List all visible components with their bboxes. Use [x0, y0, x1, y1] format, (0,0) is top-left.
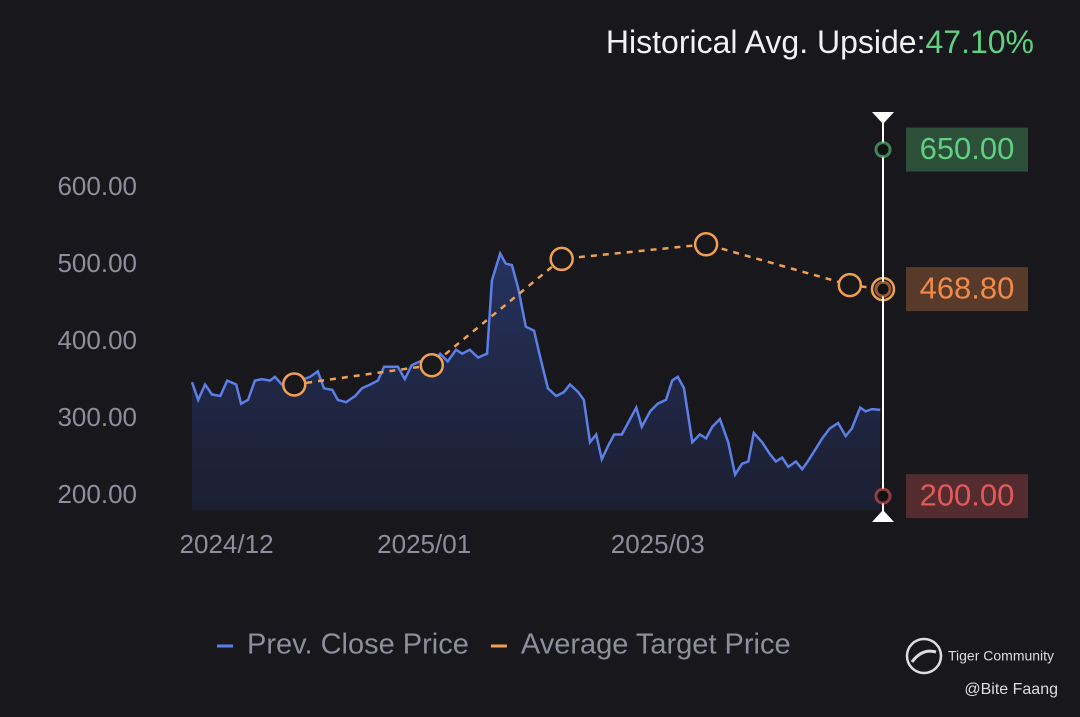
target-point — [549, 246, 574, 272]
logo-stripe — [910, 649, 937, 663]
range-cap-bottom — [872, 510, 894, 522]
watermark-text: Tiger Community — [948, 648, 1054, 664]
range-label-box — [906, 474, 1028, 519]
range-label: 650.00 — [920, 131, 1015, 166]
y-tick-label: 500.00 — [57, 248, 137, 278]
range-cap-top — [872, 112, 894, 124]
target-point — [419, 352, 445, 378]
x-tick-label: 2024/12 — [180, 529, 274, 559]
range-label-box — [906, 127, 1028, 172]
price-line — [190, 250, 881, 478]
target-point — [693, 232, 719, 257]
legend-label: Average Target Price — [521, 629, 791, 661]
upside-value: 47.10% — [925, 24, 1034, 60]
range-label: 468.80 — [920, 270, 1015, 305]
range-dot — [874, 487, 892, 505]
target-point — [837, 272, 863, 298]
range-label: 200.00 — [920, 477, 1015, 512]
x-tick-label: 2025/01 — [377, 529, 471, 559]
range-label-box — [906, 267, 1028, 312]
watermark: Tiger Community @Bite Faang — [905, 637, 1058, 698]
x-tick-label: 2025/03 — [611, 529, 705, 559]
y-tick-label: 600.00 — [57, 171, 137, 201]
logo — [905, 637, 943, 675]
target-point — [282, 372, 307, 397]
range-dot — [874, 141, 892, 159]
y-tick-label: 400.00 — [57, 325, 137, 355]
title-text: Historical Avg. Upside: — [606, 24, 926, 60]
y-tick-label: 200.00 — [57, 479, 137, 509]
range-dot — [874, 280, 892, 298]
y-tick-label: 300.00 — [57, 402, 137, 432]
price-area — [192, 253, 881, 510]
chart-title: Historical Avg. Upside:47.10% — [606, 24, 1034, 60]
legend-label: Prev. Close Price — [247, 629, 469, 661]
author: @Bite Faang — [964, 681, 1058, 698]
